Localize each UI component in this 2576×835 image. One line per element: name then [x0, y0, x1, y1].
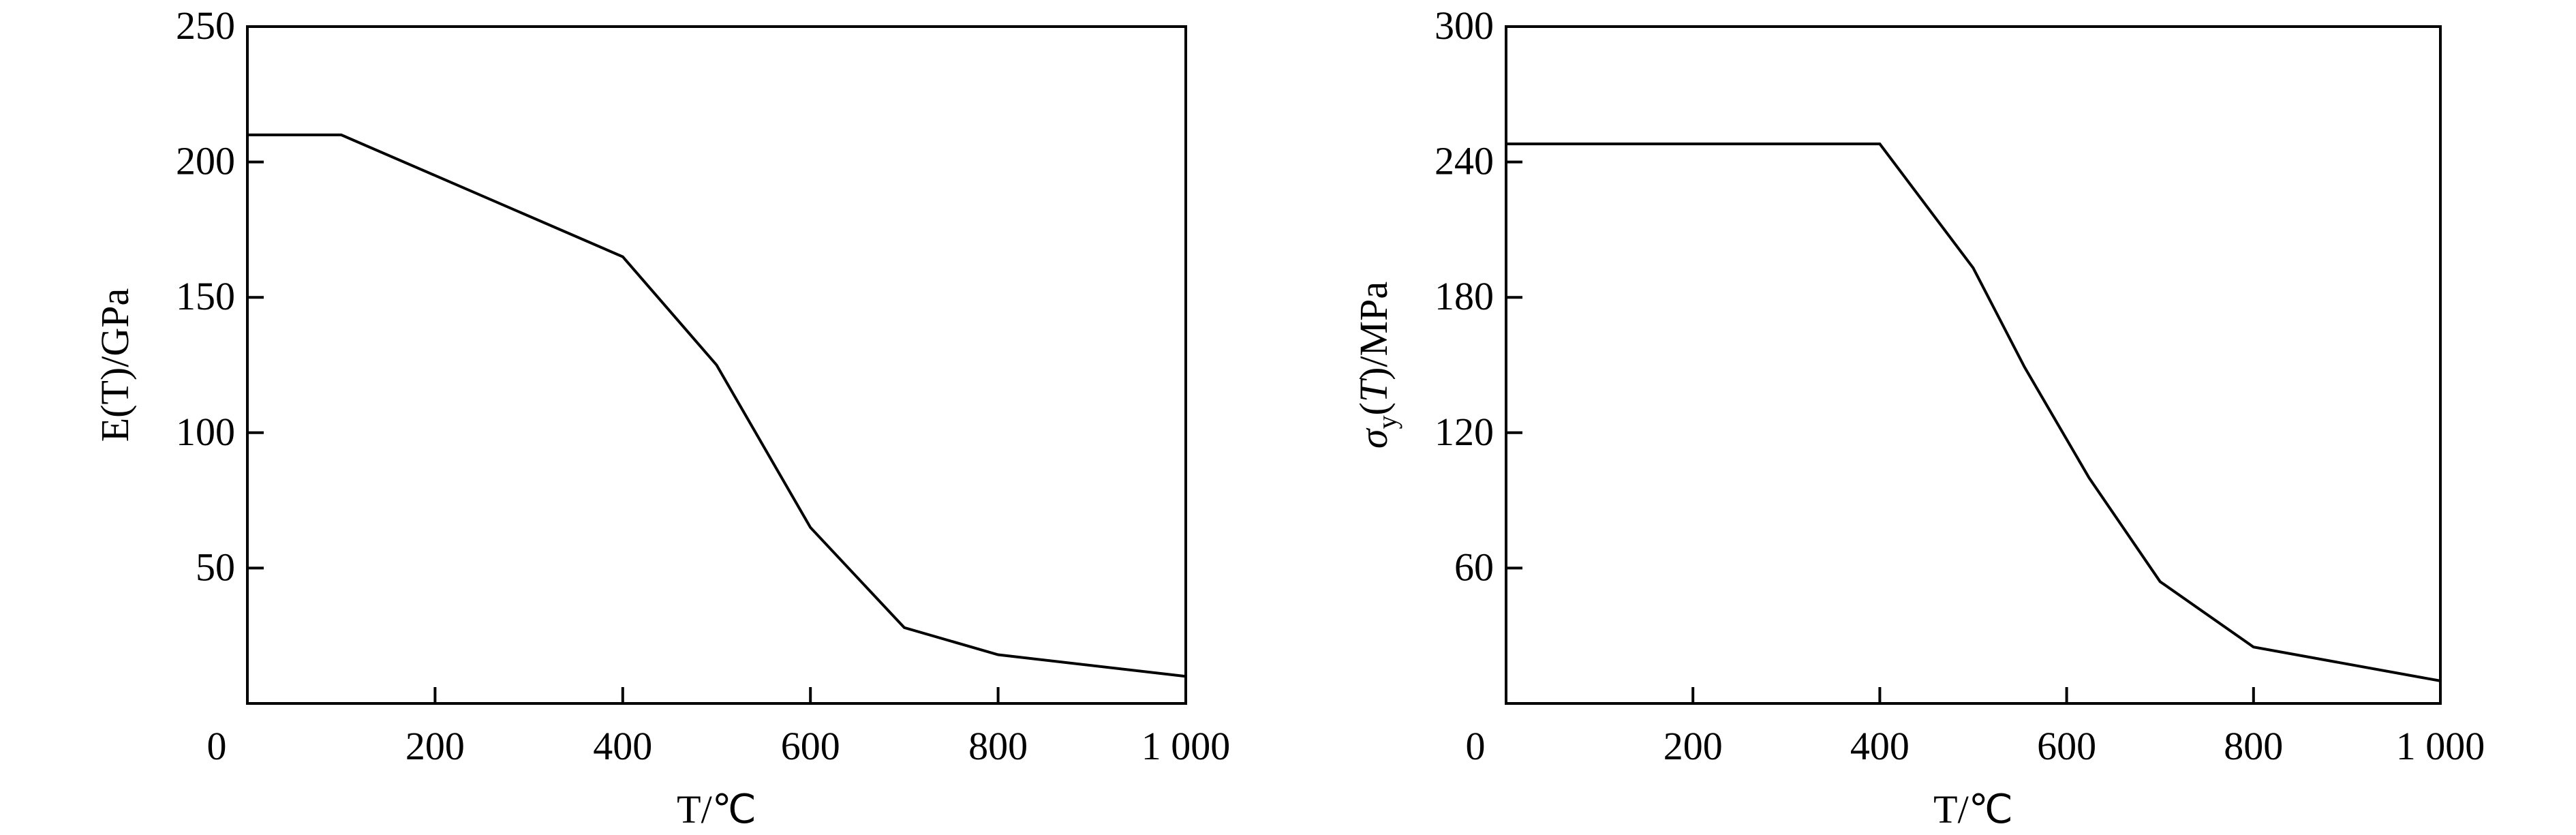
- x-tick-label: 400: [1850, 724, 1910, 768]
- y-axis-label: E(T)/GPa: [93, 288, 137, 442]
- chart-2: 0 200 400 600 800 1 000 60 120 180 240 300 T/℃ σy(T)…: [1351, 3, 2485, 832]
- x-tick-label: 600: [2037, 724, 2096, 768]
- chart-1: 0 200 400 600 800 1 000 50 100 150 200 250 T/℃ E(T)/…: [93, 3, 1230, 832]
- y-label-italic: T: [1351, 378, 1396, 402]
- x-tick-label: 0: [207, 724, 227, 768]
- y-tick-label: 60: [1454, 545, 1494, 589]
- x-tick-label: 600: [781, 724, 840, 768]
- x-tick-label: 800: [968, 724, 1028, 768]
- y-tick-label: 180: [1435, 274, 1494, 318]
- x-axis-label: T/℃: [677, 787, 756, 832]
- y-axis-label: σy(T)/MPa: [1351, 282, 1402, 449]
- y-label-symbol: σ: [1351, 427, 1396, 449]
- y-label-subscript: y: [1372, 415, 1402, 429]
- y-tick-label: 150: [176, 274, 235, 318]
- x-tick-label: 1 000: [1141, 724, 1231, 768]
- x-tick-label: 1 000: [2396, 724, 2485, 768]
- y-label-rest: )/MPa: [1351, 282, 1396, 380]
- plot-frame: [246, 25, 1187, 705]
- y-tick-label: 240: [1435, 139, 1494, 183]
- x-tick-label: 400: [593, 724, 652, 768]
- x-axis-label: T/℃: [1933, 787, 2013, 832]
- y-tick-label: 300: [1435, 3, 1494, 48]
- x-tick-label: 200: [1663, 724, 1723, 768]
- x-tick-label: 800: [2224, 724, 2283, 768]
- x-tick-label: 200: [405, 724, 465, 768]
- y-label-paren: (: [1351, 402, 1396, 415]
- y-tick-label: 50: [196, 545, 235, 589]
- y-tick-label: 200: [176, 139, 235, 183]
- y-tick-label: 120: [1435, 410, 1494, 454]
- x-tick-label: 0: [1466, 724, 1486, 768]
- y-tick-label: 100: [176, 410, 235, 454]
- data-line: [1506, 142, 2441, 682]
- y-tick-label: 250: [176, 3, 235, 48]
- data-line: [247, 133, 1186, 678]
- plot-frame: [1505, 25, 2442, 705]
